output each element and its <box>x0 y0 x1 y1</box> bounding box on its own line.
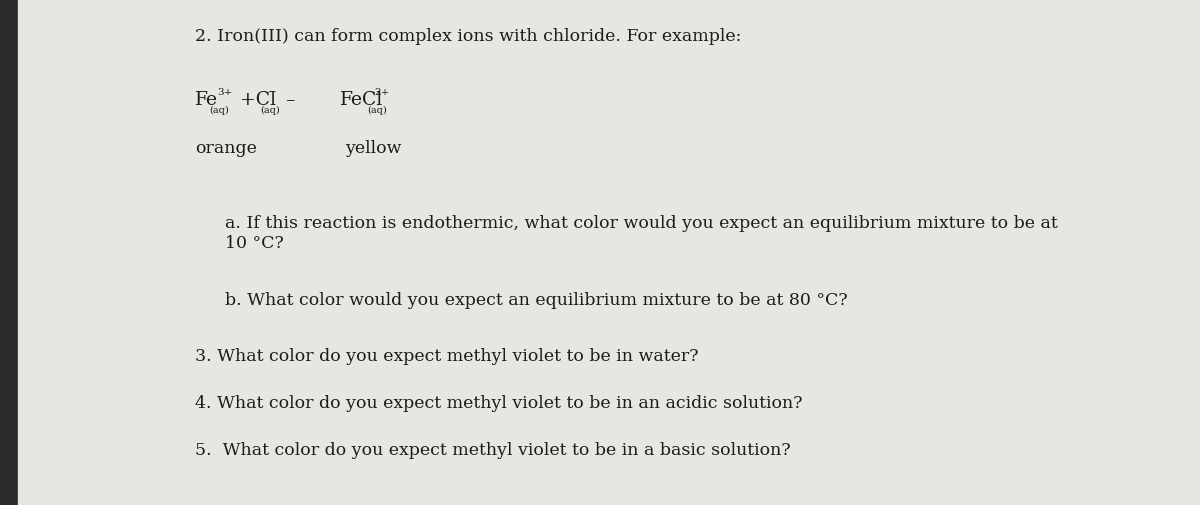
Text: b. What color would you expect an equilibrium mixture to be at 80 °C?: b. What color would you expect an equili… <box>226 291 847 309</box>
Text: 2+: 2+ <box>374 88 389 97</box>
Text: yellow: yellow <box>346 140 402 157</box>
Text: 2. Iron(III) can form complex ions with chloride. For example:: 2. Iron(III) can form complex ions with … <box>194 28 742 45</box>
Text: 3+: 3+ <box>217 88 233 97</box>
Text: orange: orange <box>194 140 257 157</box>
Text: (aq): (aq) <box>367 106 386 115</box>
Text: a. If this reaction is endothermic, what color would you expect an equilibrium m: a. If this reaction is endothermic, what… <box>226 215 1057 231</box>
Bar <box>0 0 18 505</box>
Text: FeCl: FeCl <box>340 91 383 109</box>
Text: (aq): (aq) <box>260 106 280 115</box>
Text: Fe: Fe <box>194 91 218 109</box>
Text: (aq): (aq) <box>209 106 229 115</box>
Text: −: − <box>268 88 277 97</box>
Text: –: – <box>286 91 294 109</box>
Text: 5.  What color do you expect methyl violet to be in a basic solution?: 5. What color do you expect methyl viole… <box>194 441 791 458</box>
Text: 10 °C?: 10 °C? <box>226 234 283 251</box>
Text: 4. What color do you expect methyl violet to be in an acidic solution?: 4. What color do you expect methyl viole… <box>194 394 803 411</box>
Text: +Cl: +Cl <box>240 91 276 109</box>
Text: 3. What color do you expect methyl violet to be in water?: 3. What color do you expect methyl viole… <box>194 347 698 364</box>
